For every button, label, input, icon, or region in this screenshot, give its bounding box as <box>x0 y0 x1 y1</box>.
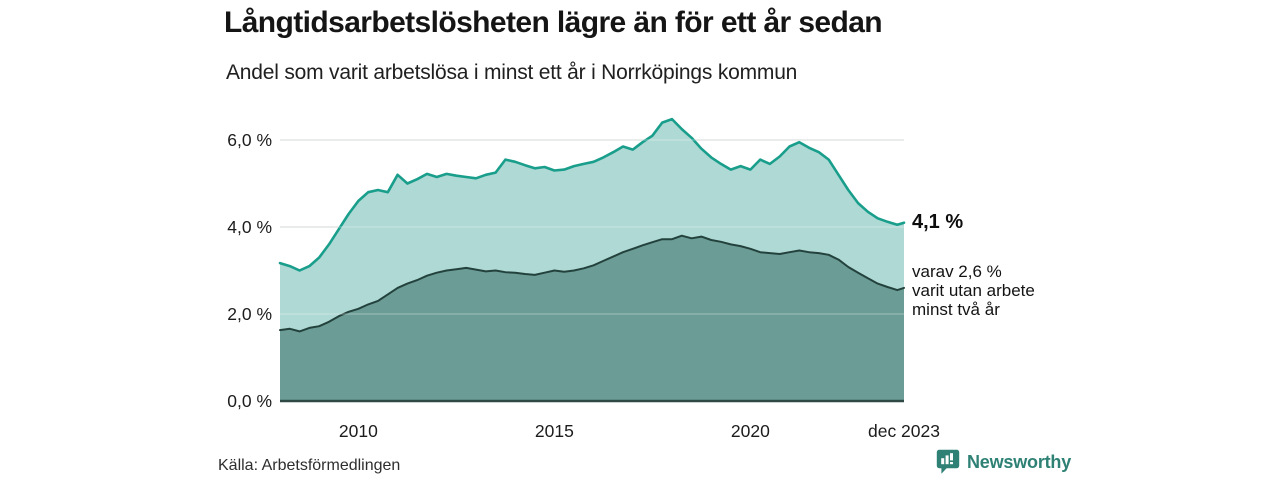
end-value-label: 4,1 % <box>912 211 964 233</box>
source-credit: Källa: Arbetsförmedlingen <box>218 457 401 474</box>
series-note-label: varav 2,6 % varit utan arbete minst två … <box>912 262 1035 319</box>
x-tick-label: 2010 <box>338 421 378 441</box>
y-tick-label: 0,0 % <box>227 391 272 411</box>
page-subtitle: Andel som varit arbetslösa i minst ett å… <box>226 61 798 84</box>
y-tick-label: 6,0 % <box>227 130 272 150</box>
newsworthy-logo-icon <box>936 449 960 475</box>
brand-lockup: Newsworthy <box>936 449 1071 475</box>
brand-name: Newsworthy <box>967 451 1072 472</box>
x-tick-label: 2015 <box>534 421 574 441</box>
x-tick-label: 2020 <box>730 421 770 441</box>
x-tick-label: dec 2023 <box>867 421 940 441</box>
y-tick-label: 4,0 % <box>227 217 272 237</box>
y-tick-label: 2,0 % <box>227 304 272 324</box>
page-title: Långtidsarbetslösheten lägre än för ett … <box>224 6 883 39</box>
